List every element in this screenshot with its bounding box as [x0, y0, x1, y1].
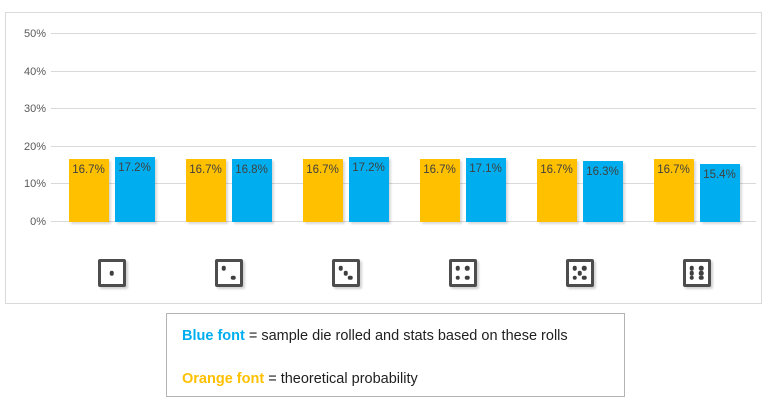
die-face-5-icon: [565, 259, 594, 287]
die-pip: [572, 265, 577, 271]
bar-sample-die-4: 17.1%: [465, 157, 506, 222]
legend-orange-description: = theoretical probability: [264, 371, 418, 387]
die-pip: [689, 270, 694, 276]
die-pip: [699, 265, 704, 271]
legend-box: Blue font = sample die rolled and stats …: [166, 313, 625, 397]
bar-sample-die-6: 15.4%: [699, 164, 740, 222]
bar-sample-die-3: 17.2%: [348, 157, 389, 222]
die-face-2-icon: [214, 259, 243, 287]
bar-theoretical-die-1: 16.7%: [68, 159, 109, 222]
bar-label: 17.2%: [352, 162, 385, 175]
bar-theoretical-die-3: 16.7%: [302, 159, 343, 222]
bar-label: 16.7%: [657, 164, 690, 177]
die-face-1-icon: [97, 259, 126, 287]
bar-label: 17.1%: [469, 162, 502, 175]
y-axis-label: 30%: [23, 103, 46, 116]
y-axis-label: 20%: [23, 140, 46, 153]
bar-sample-die-5: 16.3%: [582, 160, 623, 222]
gridline: [51, 145, 756, 147]
die-pip: [465, 275, 470, 281]
die-face-6-icon: [682, 259, 711, 287]
legend-line-theoretical: Orange font = theoretical probability: [182, 370, 614, 388]
legend-blue-description: = sample die rolled and stats based on t…: [244, 328, 568, 344]
chart-area: 16.7% 17.2% 16.7% 16.8% 16.7% 17.2% 16.7% 17.1%…: [5, 12, 762, 304]
die-pip: [689, 265, 694, 271]
die-pip: [582, 275, 587, 281]
die-pip: [699, 275, 704, 281]
bar-theoretical-die-4: 16.7%: [419, 159, 460, 222]
die-pip: [699, 270, 704, 276]
bar-label: 16.7%: [189, 164, 222, 177]
y-axis-label: 50%: [23, 28, 46, 40]
bar-label: 16.7%: [540, 164, 573, 177]
bar-label: 17.2%: [118, 162, 151, 175]
die-pip: [338, 265, 343, 271]
legend-orange-term: Orange font: [182, 371, 265, 387]
bar-label: 16.7%: [306, 164, 339, 177]
bar-label: 16.7%: [72, 164, 105, 177]
die-pip: [231, 275, 236, 281]
gridline: [51, 70, 756, 72]
die-pip: [577, 270, 582, 276]
bar-label: 16.8%: [235, 163, 268, 176]
die-face-3-icon: [331, 259, 360, 287]
gridline: [51, 33, 756, 34]
bar-label: 16.7%: [423, 164, 456, 177]
die-pip: [455, 265, 460, 271]
legend-blue-term: Blue font: [182, 328, 245, 344]
plot-area: 16.7% 17.2% 16.7% 16.8% 16.7% 17.2% 16.7% 17.1%…: [51, 33, 756, 222]
bar-theoretical-die-6: 16.7%: [653, 159, 694, 222]
die-pip: [343, 270, 348, 276]
gridline: [51, 183, 756, 185]
y-axis-label: 10%: [23, 178, 46, 191]
die-pip: [109, 270, 114, 276]
bar-theoretical-die-2: 16.7%: [185, 159, 226, 222]
bar-sample-die-1: 17.2%: [114, 157, 155, 222]
die-pip: [465, 265, 470, 271]
die-face-4-icon: [448, 259, 477, 287]
die-pip: [582, 265, 587, 271]
die-pip: [455, 275, 460, 281]
gridline: [51, 108, 756, 110]
bar-label: 15.4%: [703, 169, 736, 182]
gridline: [51, 221, 756, 222]
bar-sample-die-2: 16.8%: [231, 158, 272, 222]
die-pip: [572, 275, 577, 281]
legend-line-sample: Blue font = sample die rolled and stats …: [182, 327, 614, 345]
y-axis-label: 0%: [30, 216, 46, 228]
die-pip: [689, 275, 694, 281]
die-pip: [221, 265, 226, 271]
y-axis-label: 40%: [23, 65, 46, 78]
bar-theoretical-die-5: 16.7%: [536, 159, 577, 222]
die-pip: [348, 275, 353, 281]
bar-label: 16.3%: [586, 165, 619, 178]
